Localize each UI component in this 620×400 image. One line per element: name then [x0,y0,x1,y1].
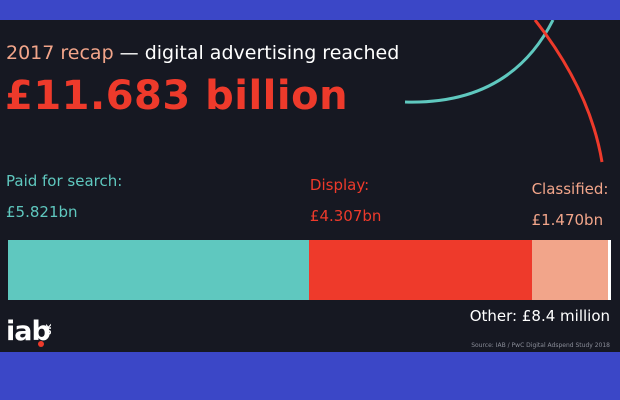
iab-logo-uk: UK [45,324,53,336]
bar-segment-display [308,240,532,300]
logo-dot [38,341,44,347]
category-value: £5.821bn [6,203,78,221]
category-value: £4.307bn [309,207,382,225]
teal-arc [404,20,555,104]
bar-segment-classified [531,240,608,300]
other-label: Other: £8.4 million [469,307,610,325]
bar-segment-paid-for-search [8,240,309,300]
infographic-panel: 2017 recap — digital advertising reached… [0,20,620,352]
category-name: Classified: [531,180,609,198]
category-name: Display: [309,176,370,194]
headline-rest: — digital advertising reached [113,42,400,64]
decorative-arcs [404,20,604,163]
category-name: Paid for search: [6,172,123,190]
red-arc [533,20,604,163]
headline-year: 2017 recap [6,42,114,64]
category-value: £1.470bn [531,211,604,229]
total-value: £11.683 billion [5,73,349,119]
source-note: Source: IAB / PwC Digital Adspend Study … [471,342,610,349]
headline: 2017 recap — digital advertising reached [6,42,399,64]
bar-segment-other [607,240,611,300]
